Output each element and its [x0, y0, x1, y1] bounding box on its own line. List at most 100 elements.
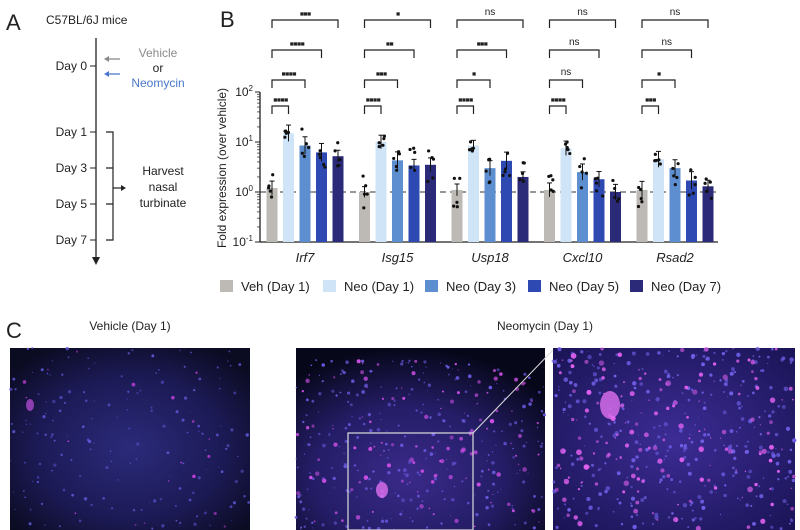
fluorescence-signal [687, 471, 692, 476]
fluorescence-signal [522, 480, 526, 484]
significance-label: ▪▪▪▪ [366, 92, 381, 107]
bar [425, 164, 436, 242]
fluorescence-signal [586, 497, 591, 502]
fluorescence-signal [496, 472, 501, 477]
fluorescence-signal [592, 372, 598, 377]
fluorescence-signal [446, 365, 450, 369]
fluorescence-signal [150, 409, 153, 413]
fluorescence-signal [412, 461, 416, 465]
fluorescence-signal [171, 395, 175, 400]
fluorescence-signal [766, 431, 770, 435]
fluorescence-signal [688, 499, 692, 503]
fluorescence-signal [530, 400, 533, 403]
fluorescence-signal [341, 369, 345, 373]
fluorescence-signal [582, 399, 587, 404]
fluorescence-signal [227, 360, 229, 362]
fluorescence-signal [587, 351, 589, 353]
data-point [361, 174, 365, 178]
fluorescence-signal [731, 466, 735, 470]
fluorescence-signal [687, 526, 690, 528]
fluorescence-signal [689, 504, 692, 507]
fluorescence-signal [188, 498, 192, 502]
fluorescence-signal [719, 437, 722, 440]
fluorescence-signal [110, 460, 113, 463]
fluorescence-signal [709, 490, 713, 494]
fluorescence-signal [620, 395, 623, 398]
fluorescence-signal [645, 466, 648, 468]
data-point [611, 178, 615, 183]
fluorescence-signal [577, 521, 583, 527]
fluorescence-signal [654, 512, 659, 517]
fluorescence-signal [391, 518, 393, 520]
fluorescence-signal [149, 502, 151, 504]
fluorescence-signal [437, 398, 440, 401]
fluorescence-signal [160, 380, 165, 384]
fluorescence-signal [430, 480, 435, 484]
fluorescence-signal [790, 506, 794, 511]
data-point [704, 189, 709, 194]
fluorescence-signal [679, 428, 683, 433]
fluorescence-signal [159, 497, 163, 501]
fluorescence-signal [449, 515, 452, 517]
fluorescence-signal [662, 354, 664, 356]
significance-bracket [271, 19, 339, 28]
fluorescence-signal [36, 476, 40, 479]
fluorescence-signal [219, 377, 221, 379]
fluorescence-signal [218, 387, 221, 390]
fluorescence-signal [356, 359, 361, 364]
fluorescence-signal [436, 440, 440, 443]
fluorescence-signal [791, 478, 796, 483]
fluorescence-signal [741, 379, 745, 383]
fluorescence-signal [356, 496, 358, 498]
significance-bracket [641, 19, 709, 28]
fluorescence-signal [613, 362, 615, 365]
fluorescence-signal [343, 452, 345, 454]
fluorescence-signal [301, 390, 304, 393]
fluorescence-signal [47, 368, 49, 371]
fluorescence-signal [750, 504, 753, 507]
fluorescence-signal [758, 485, 761, 487]
fluorescence-signal [542, 413, 547, 417]
fluorescence-signal [584, 359, 589, 364]
fluorescence-signal [136, 442, 140, 446]
fluorescence-signal [648, 399, 650, 401]
fluorescence-signal [491, 461, 495, 465]
legend-label: Veh (Day 1) [241, 279, 310, 294]
fluorescence-signal [703, 428, 706, 431]
fluorescence-signal [401, 510, 404, 512]
significance-bracket [548, 105, 567, 114]
fluorescence-signal [321, 380, 324, 383]
fluorescence-signal [754, 376, 758, 381]
fluorescence-signal [449, 435, 454, 440]
fluorescence-signal [183, 365, 186, 368]
fluorescence-signal [426, 526, 429, 529]
vehicle-micrograph [10, 348, 250, 530]
fluorescence-signal [309, 475, 313, 480]
fluorescence-signal [81, 425, 85, 429]
fluorescence-signal [634, 422, 639, 426]
fluorescence-signal [644, 372, 647, 375]
fluorescence-signal [783, 401, 785, 403]
fluorescence-signal [735, 430, 738, 433]
fluorescence-signal [131, 382, 136, 387]
fluorescence-signal [723, 444, 726, 447]
fluorescence-signal [584, 408, 590, 413]
fluorescence-signal [593, 427, 599, 432]
bar [332, 156, 344, 242]
fluorescence-signal [585, 511, 589, 515]
fluorescence-signal [576, 457, 580, 461]
fluorescence-signal [563, 517, 565, 519]
significance-label: ▪▪▪▪ [273, 92, 288, 107]
fluorescence-signal [75, 350, 79, 353]
fluorescence-signal [353, 464, 357, 467]
fluorescence-signal [537, 453, 540, 456]
fluorescence-signal [425, 457, 427, 460]
fluorescence-signal [495, 409, 499, 413]
fluorescence-signal [679, 457, 685, 463]
fluorescence-signal [702, 354, 706, 358]
fluorescence-signal [660, 468, 665, 473]
data-point [377, 145, 381, 149]
fluorescence-signal [380, 418, 382, 420]
legend-label: Neo (Day 3) [446, 279, 516, 294]
fluorescence-signal [60, 453, 63, 457]
